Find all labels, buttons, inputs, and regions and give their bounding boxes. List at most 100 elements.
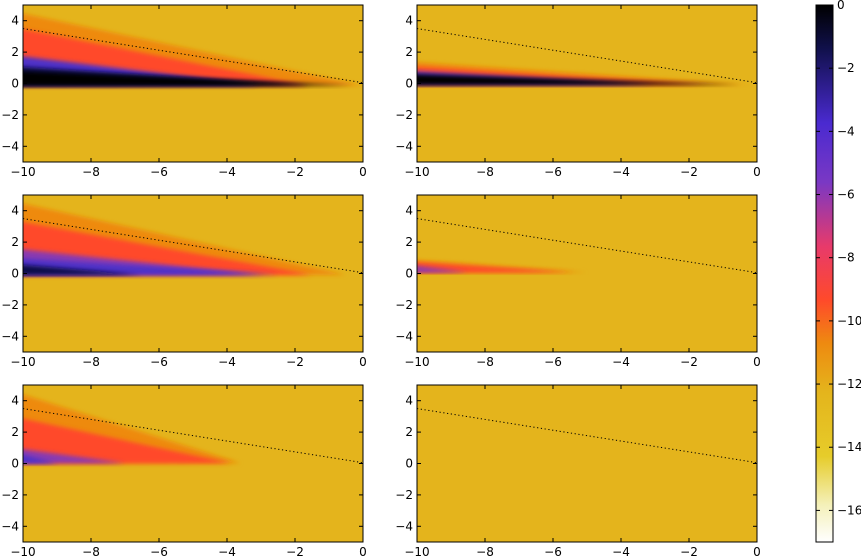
y-tick-label: 2 (11, 425, 19, 439)
x-tick-label: −6 (544, 545, 562, 559)
y-tick-label: 0 (11, 267, 19, 281)
x-tick-label: −10 (10, 355, 35, 369)
x-tick-label: 0 (359, 355, 367, 369)
y-tick-label: −4 (1, 519, 19, 533)
x-tick-label: 0 (753, 355, 761, 369)
x-tick-label: −2 (286, 165, 304, 179)
x-tick-label: −4 (218, 355, 236, 369)
colorbar-tick-label: −6 (837, 188, 855, 202)
band-navy (23, 264, 142, 276)
x-tick-label: −8 (82, 545, 100, 559)
colorbar-tick-label: −4 (837, 124, 855, 138)
x-tick-label: −10 (404, 545, 429, 559)
band-blue (23, 454, 57, 464)
y-tick-label: 4 (405, 14, 413, 28)
x-tick-label: −8 (82, 355, 100, 369)
x-tick-label: −2 (680, 165, 698, 179)
x-tick-label: −2 (680, 545, 698, 559)
dotted-line (23, 28, 363, 84)
x-tick-label: −6 (150, 165, 168, 179)
band-red (23, 418, 231, 464)
x-tick-label: −8 (476, 545, 494, 559)
dotted-line (23, 218, 363, 274)
x-tick-label: 0 (359, 165, 367, 179)
panel-top-left: −10 −8 −6 −4 −2 0 4 2 0 −2 −4 (1, 4, 367, 179)
colorbar-tick-label: −2 (837, 61, 855, 75)
y-tick-label: −2 (395, 108, 413, 122)
dotted-line (417, 28, 757, 84)
x-tick-label: −10 (10, 165, 35, 179)
x-tick-label: −4 (612, 545, 630, 559)
y-tick-label: −2 (1, 108, 19, 122)
colorbar-tick-label: −10 (837, 314, 861, 328)
y-tick-label: −4 (395, 329, 413, 343)
y-tick-label: −4 (395, 139, 413, 153)
y-tick-label: −4 (1, 329, 19, 343)
x-tick-label: −4 (218, 545, 236, 559)
panel-top-right: −10 −8 −6 −4 −2 0 4 2 0 −2 −4 (395, 4, 761, 179)
heatmap-field (23, 203, 346, 276)
y-tick-label: 4 (11, 14, 19, 28)
dotted-line (417, 218, 757, 274)
y-tick-label: 0 (11, 457, 19, 471)
colorbar-frame (815, 4, 834, 543)
x-tick-label: −6 (544, 355, 562, 369)
colorbar-tick-label: −16 (837, 503, 861, 517)
y-tick-label: 2 (11, 235, 19, 249)
y-tick-label: 4 (11, 204, 19, 218)
y-tick-label: −4 (1, 139, 19, 153)
x-tick-label: 0 (359, 545, 367, 559)
x-tick-label: −8 (82, 165, 100, 179)
band-black (23, 71, 353, 86)
plot-background (417, 385, 757, 542)
x-tick-label: −4 (612, 165, 630, 179)
colorbar-gradient (816, 5, 833, 542)
colorbar-tick-label: −8 (837, 251, 855, 265)
x-tick-label: −10 (404, 165, 429, 179)
x-tick-label: −6 (150, 355, 168, 369)
band-purple (23, 449, 125, 464)
heatmap-field (417, 62, 751, 86)
y-tick-label: −2 (1, 488, 19, 502)
x-tick-label: −2 (680, 355, 698, 369)
x-tick-label: −6 (544, 165, 562, 179)
colorbar-tick-label: −14 (837, 440, 861, 454)
y-tick-label: 4 (405, 204, 413, 218)
dotted-line (23, 408, 363, 464)
y-tick-label: 2 (405, 45, 413, 59)
x-tick-label: −8 (476, 165, 494, 179)
x-tick-label: −2 (286, 545, 304, 559)
y-tick-label: 0 (405, 77, 413, 91)
colorbar-tick-label: −12 (837, 377, 861, 391)
band-black (417, 74, 740, 86)
panel-middle-left: −10 −8 −6 −4 −2 0 4 2 0 −2 −4 (1, 194, 367, 369)
plot-background (417, 195, 757, 352)
heatmap-field (417, 260, 587, 273)
y-tick-label: −2 (1, 298, 19, 312)
x-tick-label: −4 (612, 355, 630, 369)
y-tick-label: −2 (395, 298, 413, 312)
x-tick-label: −8 (476, 355, 494, 369)
y-tick-label: 0 (405, 267, 413, 281)
x-tick-label: −10 (10, 545, 35, 559)
x-tick-label: −2 (286, 355, 304, 369)
x-tick-label: −6 (150, 545, 168, 559)
band-purple (417, 266, 468, 273)
band-red (417, 262, 574, 273)
panel-bottom-right: −10 −8 −6 −4 −2 0 4 2 0 −2 −4 (395, 384, 761, 559)
x-tick-label: 0 (753, 165, 761, 179)
colorbar: 0 −2 −4 −6 −8 −10 −12 −14 −16 (815, 0, 861, 543)
y-tick-label: 0 (405, 457, 413, 471)
y-tick-label: −4 (395, 519, 413, 533)
y-tick-label: 2 (11, 45, 19, 59)
y-tick-label: 4 (405, 394, 413, 408)
y-tick-label: 4 (11, 394, 19, 408)
y-tick-label: −2 (395, 488, 413, 502)
x-tick-label: −4 (218, 165, 236, 179)
y-tick-label: 2 (405, 425, 413, 439)
x-tick-label: 0 (753, 545, 761, 559)
panel-bottom-left: −10 −8 −6 −4 −2 0 4 2 0 −2 −4 (1, 384, 367, 559)
panel-middle-right: −10 −8 −6 −4 −2 0 4 2 0 −2 −4 (395, 194, 761, 369)
y-tick-label: 0 (11, 77, 19, 91)
